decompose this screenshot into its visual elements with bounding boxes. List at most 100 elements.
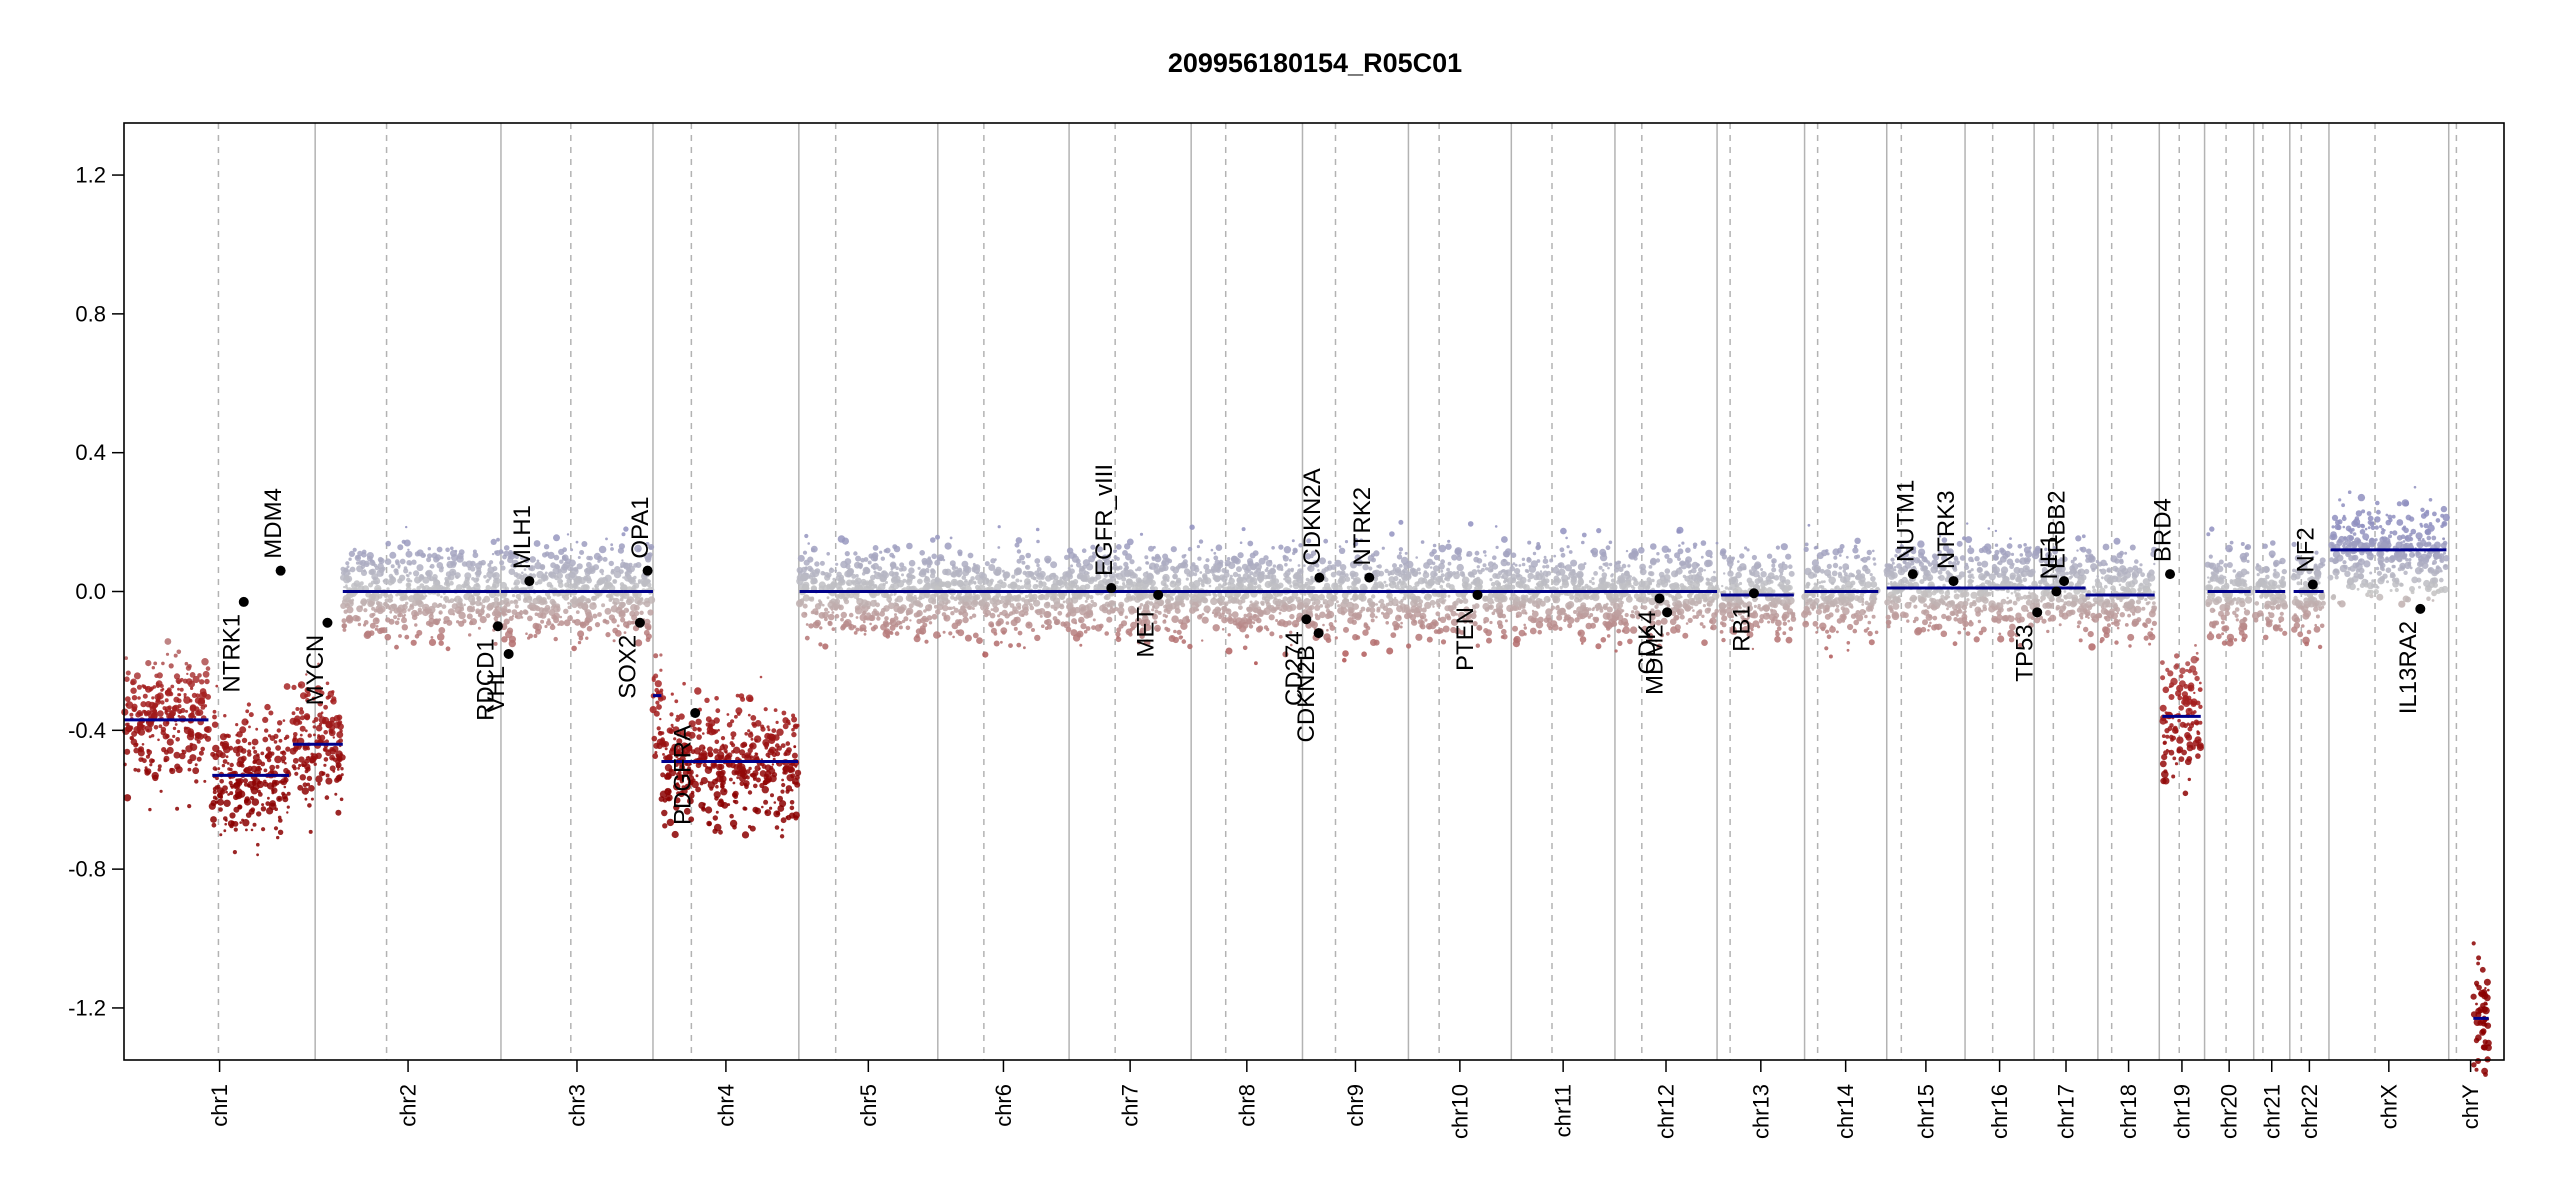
probe-point bbox=[147, 710, 156, 719]
probe-point bbox=[1146, 572, 1154, 579]
probe-point bbox=[1678, 544, 1681, 547]
probe-point bbox=[257, 789, 261, 794]
probe-point bbox=[819, 626, 823, 630]
probe-point bbox=[1135, 568, 1138, 572]
probe-point bbox=[962, 595, 968, 601]
probe-point bbox=[771, 728, 777, 733]
probe-point bbox=[1060, 621, 1066, 627]
probe-point bbox=[1503, 551, 1510, 558]
probe-point bbox=[552, 592, 557, 597]
probe-point bbox=[1326, 628, 1329, 632]
probe-point bbox=[388, 618, 395, 625]
probe-point bbox=[229, 823, 234, 829]
probe-point bbox=[791, 713, 796, 718]
probe-point bbox=[612, 579, 618, 584]
probe-point bbox=[1071, 618, 1077, 624]
probe-point bbox=[1220, 613, 1225, 618]
probe-point bbox=[905, 625, 911, 631]
probe-point bbox=[325, 695, 330, 700]
probe-point bbox=[1178, 619, 1184, 625]
probe-point bbox=[175, 737, 180, 742]
probe-point bbox=[731, 750, 735, 754]
probe-point bbox=[925, 608, 928, 611]
probe-point bbox=[1344, 540, 1349, 544]
probe-point bbox=[1061, 575, 1067, 580]
probe-point bbox=[323, 730, 329, 735]
probe-point bbox=[572, 596, 578, 601]
probe-point bbox=[1392, 567, 1397, 572]
probe-point bbox=[474, 571, 478, 576]
probe-point bbox=[164, 638, 172, 645]
probe-point bbox=[893, 593, 896, 596]
probe-point bbox=[347, 572, 351, 575]
probe-point bbox=[271, 784, 275, 788]
probe-point bbox=[1281, 600, 1285, 603]
probe-point bbox=[334, 792, 338, 796]
probe-point bbox=[618, 610, 626, 619]
probe-point bbox=[735, 769, 741, 775]
probe-point bbox=[1346, 601, 1354, 610]
probe-point bbox=[1093, 585, 1097, 588]
probe-point bbox=[156, 698, 160, 702]
probe-point bbox=[1293, 548, 1298, 554]
probe-point bbox=[345, 561, 350, 566]
probe-point bbox=[368, 593, 376, 601]
probe-point bbox=[371, 573, 379, 581]
probe-point bbox=[355, 561, 360, 565]
probe-point bbox=[130, 687, 137, 694]
probe-point bbox=[1256, 626, 1263, 633]
probe-point bbox=[395, 593, 399, 597]
probe-point bbox=[844, 551, 850, 557]
probe-point bbox=[623, 631, 627, 634]
probe-point bbox=[1221, 575, 1228, 583]
probe-point bbox=[781, 782, 786, 788]
probe-point bbox=[245, 828, 248, 832]
probe-point bbox=[712, 815, 718, 821]
probe-point bbox=[342, 628, 347, 632]
probe-point bbox=[1263, 625, 1269, 630]
probe-point bbox=[923, 577, 931, 584]
probe-point bbox=[1475, 583, 1480, 588]
probe-point bbox=[1233, 597, 1237, 601]
probe-point bbox=[466, 613, 473, 620]
probe-point bbox=[1381, 611, 1384, 615]
probe-point bbox=[917, 566, 921, 570]
probe-point bbox=[1433, 629, 1439, 634]
probe-point bbox=[764, 777, 771, 785]
probe-point bbox=[1344, 576, 1351, 582]
probe-point bbox=[747, 790, 753, 795]
probe-point bbox=[1334, 636, 1338, 640]
probe-point bbox=[470, 566, 476, 572]
probe-point bbox=[136, 722, 144, 730]
probe-point bbox=[818, 612, 826, 619]
probe-point bbox=[1195, 604, 1200, 608]
probe-point bbox=[729, 777, 733, 782]
probe-point bbox=[735, 707, 743, 715]
probe-point bbox=[622, 562, 629, 569]
probe-point bbox=[952, 635, 955, 639]
probe-point bbox=[1221, 628, 1225, 631]
probe-point bbox=[1187, 546, 1193, 552]
probe-point bbox=[972, 562, 976, 566]
probe-point bbox=[701, 806, 706, 812]
probe-point bbox=[639, 610, 644, 615]
probe-point bbox=[1225, 647, 1233, 655]
probe-point bbox=[212, 744, 220, 753]
probe-point bbox=[123, 794, 132, 802]
probe-point bbox=[1442, 625, 1450, 633]
probe-point bbox=[232, 746, 240, 754]
probe-point bbox=[827, 620, 833, 627]
probe-point bbox=[1445, 543, 1452, 550]
probe-point bbox=[141, 743, 145, 746]
probe-point bbox=[322, 716, 330, 724]
probe-point bbox=[264, 753, 271, 760]
probe-point bbox=[133, 747, 139, 754]
probe-point bbox=[754, 765, 761, 772]
probe-point bbox=[867, 560, 872, 565]
probe-point bbox=[486, 571, 494, 579]
probe-point bbox=[1085, 626, 1091, 631]
probe-point bbox=[828, 567, 835, 574]
probe-point bbox=[1027, 598, 1033, 603]
probe-point bbox=[185, 745, 193, 753]
probe-point bbox=[438, 611, 442, 615]
